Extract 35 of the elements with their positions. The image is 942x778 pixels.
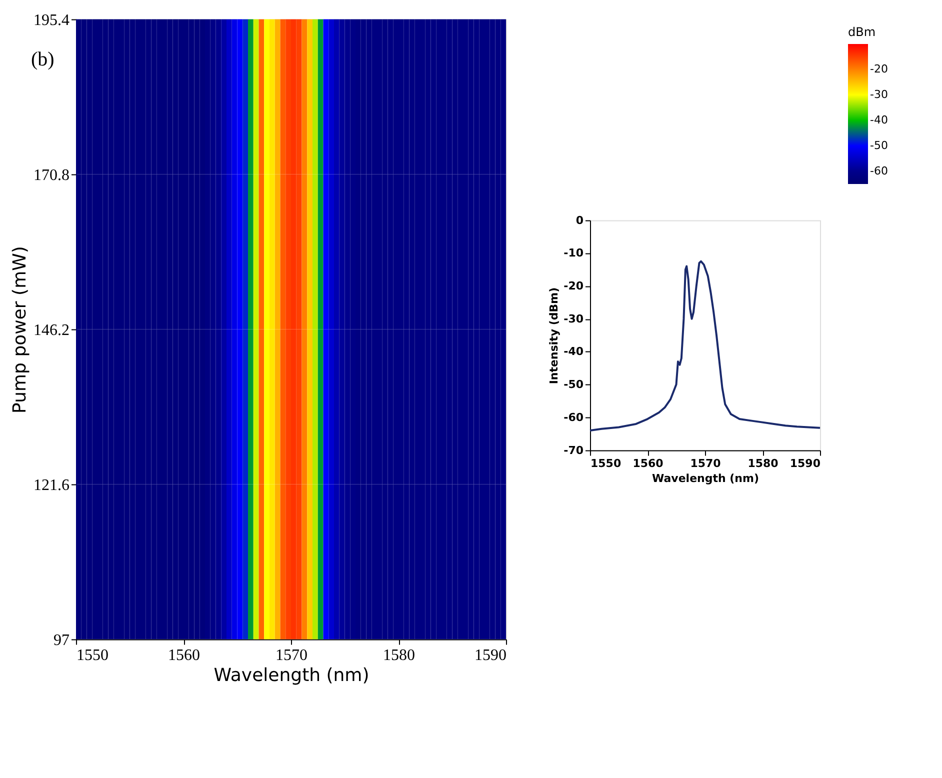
x-tick-label: 1580: [383, 646, 415, 664]
x-tick-label: 1550: [76, 646, 108, 664]
x-tick-label: 1560: [168, 646, 200, 664]
y-tick-label: 0: [576, 214, 584, 227]
color-bar-label: -20: [870, 62, 888, 76]
color-bar-label: -60: [870, 164, 888, 178]
x-axis-title: Wavelength (nm): [652, 472, 759, 485]
x-tick-label: 1590: [790, 456, 821, 470]
y-tick-label: -50: [564, 378, 584, 392]
x-tick-label: 1590: [474, 646, 506, 664]
color-bar-label: -50: [870, 138, 888, 152]
y-tick-label: 121.6: [34, 476, 70, 494]
y-axis-title: Intensity (dBm): [548, 287, 561, 384]
x-axis-title: Wavelength (nm): [214, 664, 370, 686]
color-bar-label: -40: [870, 113, 888, 126]
color-bar-title: dBm: [848, 25, 876, 39]
text: (b): [31, 48, 54, 70]
y-tick-label: 97: [54, 632, 70, 649]
color-bar-label: -30: [870, 88, 888, 101]
y-tick-label: 170.8: [34, 166, 70, 184]
x-tick-label: 1580: [748, 456, 779, 470]
y-tick-label: -10: [564, 246, 584, 260]
y-tick-label: -60: [564, 410, 584, 424]
x-tick-label: 1570: [690, 456, 722, 470]
y-tick-label: 195.4: [34, 12, 70, 29]
line-series: [589, 260, 821, 432]
x-tick-label: 1560: [632, 456, 664, 470]
y-axis-title: Pump power (mW): [10, 246, 30, 414]
x-tick-label: 1570: [276, 646, 308, 664]
y-tick-label: -70: [564, 444, 584, 457]
y-tick-label: -40: [564, 345, 584, 358]
y-tick-label: 146.2: [34, 322, 70, 339]
y-tick-label: -30: [564, 312, 584, 326]
y-tick-label: -20: [564, 279, 584, 292]
x-tick-label: 1550: [590, 456, 622, 470]
